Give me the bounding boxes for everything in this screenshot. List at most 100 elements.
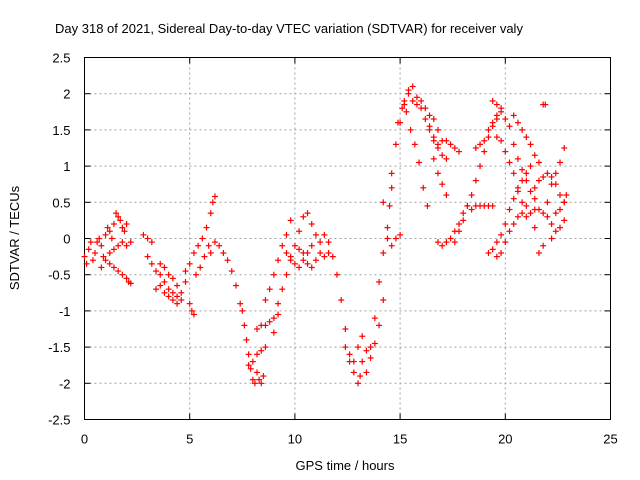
data-point xyxy=(493,101,500,108)
data-point xyxy=(472,145,479,151)
data-point xyxy=(275,300,282,307)
data-point xyxy=(279,286,286,293)
data-point xyxy=(426,112,433,119)
data-point xyxy=(205,242,212,249)
data-point xyxy=(207,210,214,217)
data-point xyxy=(519,210,526,217)
data-point xyxy=(535,206,542,213)
data-point xyxy=(239,307,246,314)
data-point xyxy=(401,97,408,104)
data-point xyxy=(523,202,530,209)
data-point xyxy=(245,362,252,369)
x-tick-label: 15 xyxy=(393,432,407,447)
data-points xyxy=(81,83,570,387)
data-point xyxy=(165,286,172,293)
data-point xyxy=(283,231,290,238)
data-point xyxy=(119,271,126,278)
data-point xyxy=(388,242,395,249)
data-point xyxy=(121,228,128,235)
data-point xyxy=(386,202,393,209)
data-point xyxy=(439,152,446,159)
data-point xyxy=(468,192,475,199)
data-point xyxy=(493,253,500,260)
data-point xyxy=(102,231,109,238)
data-point xyxy=(527,141,534,148)
data-point xyxy=(380,249,387,256)
data-point xyxy=(418,97,425,104)
data-point xyxy=(144,253,151,260)
data-point xyxy=(148,239,155,246)
data-point xyxy=(165,271,172,278)
data-point xyxy=(506,159,513,166)
data-point xyxy=(224,257,231,264)
data-point xyxy=(407,126,414,133)
data-point xyxy=(409,83,416,90)
data-point xyxy=(98,264,105,271)
data-point xyxy=(104,224,111,231)
data-point xyxy=(186,260,193,267)
data-point xyxy=(371,315,378,322)
y-tick-label: 2.5 xyxy=(52,51,70,66)
data-point xyxy=(384,224,391,231)
data-point xyxy=(228,268,235,275)
data-point xyxy=(557,206,564,213)
data-point xyxy=(182,268,189,275)
data-point xyxy=(430,116,437,123)
data-point xyxy=(371,340,378,347)
data-point xyxy=(148,260,155,267)
data-point xyxy=(262,344,269,351)
data-point xyxy=(291,260,298,267)
data-point xyxy=(83,260,90,267)
x-tick-label: 20 xyxy=(498,432,512,447)
data-point xyxy=(270,329,277,336)
data-point xyxy=(245,351,252,358)
data-point xyxy=(510,170,517,177)
data-point xyxy=(552,170,559,177)
data-point xyxy=(548,221,555,228)
data-point xyxy=(296,246,303,253)
data-point xyxy=(489,97,496,104)
data-point xyxy=(270,315,277,322)
data-point xyxy=(413,101,420,108)
data-point xyxy=(430,155,437,162)
data-point xyxy=(451,145,458,151)
y-tick-label: 1.5 xyxy=(52,123,70,138)
data-point xyxy=(464,202,471,209)
data-point xyxy=(350,369,357,376)
data-point xyxy=(394,119,401,126)
data-point xyxy=(283,249,290,256)
data-point xyxy=(115,268,122,275)
data-point xyxy=(399,105,406,112)
data-point xyxy=(232,282,239,289)
data-point xyxy=(434,239,441,246)
data-point xyxy=(169,297,176,304)
data-point xyxy=(254,351,261,358)
data-point xyxy=(266,286,273,293)
data-point xyxy=(561,199,568,206)
data-point xyxy=(514,155,521,162)
data-point xyxy=(123,242,130,249)
data-point xyxy=(552,228,559,235)
data-point xyxy=(85,246,92,253)
data-point xyxy=(510,112,517,119)
data-point xyxy=(169,289,176,296)
data-point xyxy=(506,206,513,213)
data-point xyxy=(312,257,319,264)
data-point xyxy=(502,221,509,228)
data-point xyxy=(481,137,488,144)
data-point xyxy=(514,119,521,126)
data-point xyxy=(552,181,559,188)
data-point xyxy=(544,199,551,206)
data-point xyxy=(447,141,454,148)
data-point xyxy=(115,213,122,220)
data-point xyxy=(477,163,484,170)
data-point xyxy=(209,199,216,206)
data-point xyxy=(498,137,505,144)
y-tick-label: 1 xyxy=(63,159,70,174)
data-point xyxy=(502,239,509,246)
data-point xyxy=(514,188,521,195)
data-point xyxy=(527,210,534,217)
data-point xyxy=(308,221,315,228)
data-point xyxy=(300,249,307,256)
data-point xyxy=(287,217,294,224)
